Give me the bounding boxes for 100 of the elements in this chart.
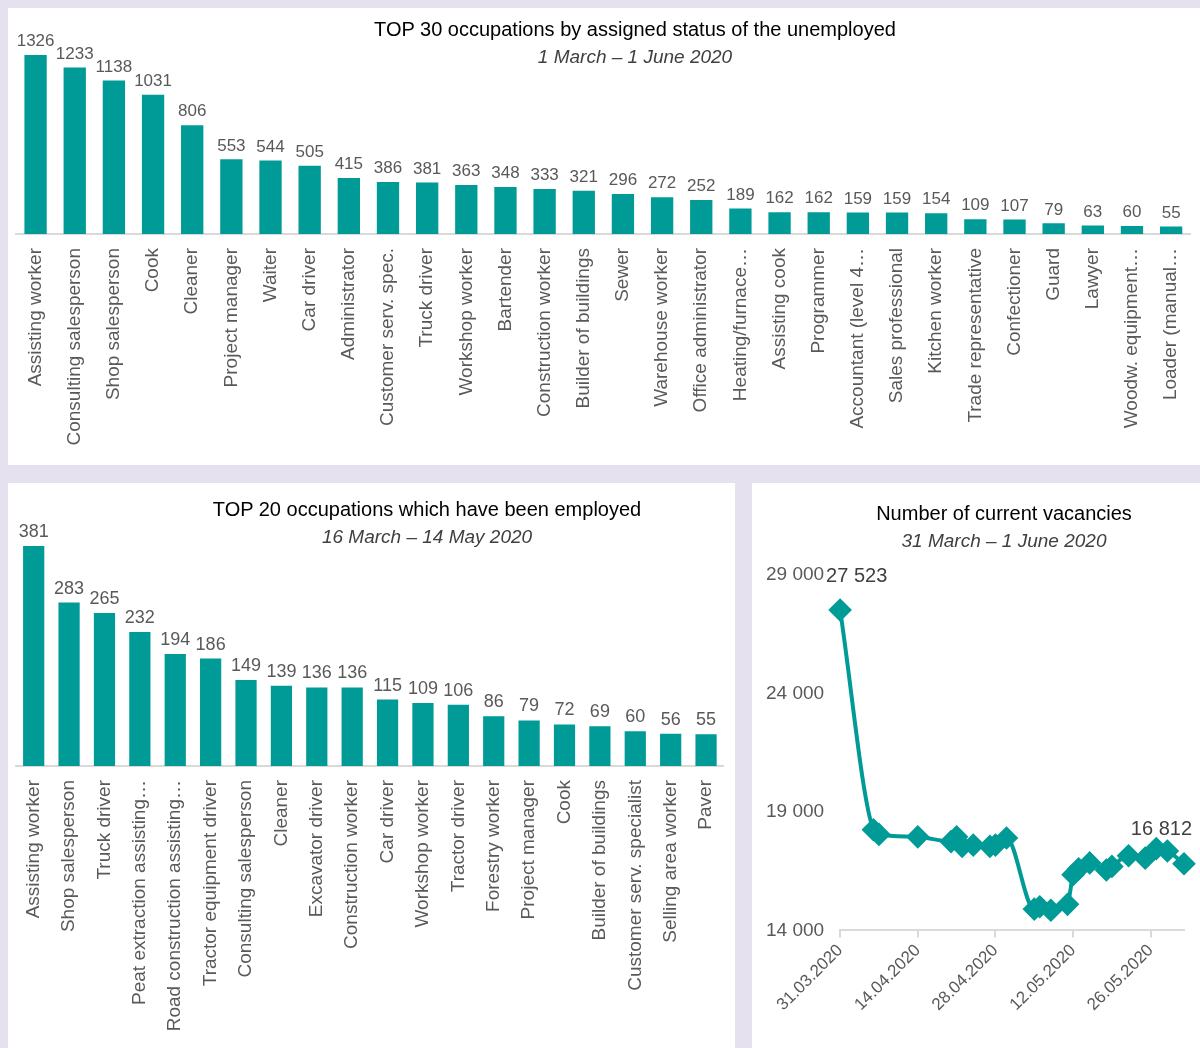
data-label: 544 (256, 136, 285, 156)
data-label: 115 (373, 674, 402, 695)
x-tick-label: Trade representative (963, 248, 985, 423)
x-tick-label: Builder of buildings (572, 248, 594, 409)
data-label: 321 (569, 166, 598, 186)
data-label: 55 (1161, 202, 1181, 222)
data-label: 154 (922, 189, 951, 209)
x-tick-label: Customer serv. spec. (376, 248, 398, 427)
data-label: 415 (334, 154, 364, 174)
y-tick-label: 14 000 (765, 918, 825, 940)
chart-subtitle: 16 March – 14 May 2020 (321, 525, 533, 549)
x-tick-label: Consulting salesperson (62, 248, 84, 446)
x-tick-label: Truck driver (92, 779, 114, 880)
x-tick-label: Construction worker (532, 247, 554, 417)
data-label: 60 (1122, 202, 1142, 222)
data-label: 386 (373, 158, 403, 178)
x-tick-label: Sales professional (885, 248, 907, 404)
data-label: 252 (687, 176, 716, 196)
data-label: 56 (660, 708, 681, 729)
x-tick-label: Bartender (493, 247, 515, 332)
data-label: 296 (608, 170, 638, 190)
x-tick-label: Peat extraction assisting… (128, 780, 150, 1005)
y-tick-label: 29 000 (765, 563, 825, 585)
x-tick-label: Truck driver (415, 247, 437, 348)
data-label: 194 (160, 628, 191, 649)
x-tick-label: Woodw. equipment… (1120, 248, 1142, 429)
data-label: 348 (491, 163, 520, 183)
chart-title: TOP 20 occupations which have been employed (212, 497, 642, 522)
x-tick-label: Waiter (258, 247, 280, 303)
x-tick-label: Cleaner (269, 779, 291, 847)
x-tick-label: Accountant (level 4… (846, 248, 868, 429)
data-label: 136 (337, 662, 368, 683)
x-tick-label: Programmer (806, 247, 828, 354)
x-tick-label: Assisting cook (767, 247, 789, 370)
x-tick-label: Customer serv. specialist (623, 779, 645, 991)
x-tick-label: Sewer (611, 247, 633, 302)
data-label: 272 (647, 173, 677, 193)
data-label: 149 (230, 654, 262, 675)
x-tick-label: Administrator (337, 247, 359, 360)
data-label: 79 (1044, 199, 1064, 219)
data-label: 106 (443, 679, 474, 700)
data-label: 109 (407, 678, 438, 699)
chart-subtitle: 31 March – 1 June 2020 (901, 529, 1107, 553)
x-tick-label: Shop salesperson (102, 248, 124, 401)
x-tick-label: Assisting worker (21, 779, 43, 919)
x-tick-label: Tractor driver (446, 779, 468, 893)
data-label: 162 (765, 188, 794, 208)
x-tick-label: Paver (694, 779, 716, 830)
data-label: 79 (519, 695, 540, 716)
data-label: 159 (843, 188, 873, 208)
data-label: 136 (301, 662, 332, 683)
data-label: 16 812 (1130, 817, 1192, 840)
x-tick-label: Builder of buildings (588, 780, 610, 941)
data-label: 162 (804, 188, 833, 208)
data-label: 381 (412, 158, 442, 178)
data-label: 1326 (16, 31, 55, 51)
data-label: 265 (89, 587, 120, 608)
x-tick-label: Project manager (517, 779, 539, 920)
x-tick-label: Forestry worker (481, 779, 503, 912)
x-tick-label: Office administrator (689, 247, 711, 413)
data-label: 60 (625, 706, 646, 727)
data-label: 63 (1083, 201, 1103, 221)
x-tick-label: Shop salesperson (57, 780, 79, 933)
x-tick-label: Excavator driver (305, 779, 327, 918)
x-tick-label: Lawyer (1081, 247, 1103, 310)
data-label: 72 (554, 699, 575, 720)
x-tick-label: Heating/furnace… (728, 248, 750, 402)
x-tick-label: Construction worker (340, 779, 362, 949)
data-label: 333 (530, 165, 559, 185)
data-label: 283 (54, 577, 85, 598)
x-tick-label: Loader (manual… (1159, 248, 1181, 401)
x-tick-label: Car driver (375, 779, 397, 864)
data-label: 363 (452, 161, 481, 181)
x-tick-label: Selling area worker (658, 779, 680, 943)
chart-subtitle: 1 March – 1 June 2020 (537, 45, 733, 69)
data-label: 86 (483, 691, 504, 712)
data-label: 139 (266, 660, 297, 681)
data-label: 189 (726, 184, 755, 204)
x-tick-label: Workshop worker (454, 247, 476, 396)
data-label: 69 (589, 701, 610, 722)
data-label: 109 (961, 195, 990, 215)
data-label: 1233 (55, 43, 94, 63)
y-tick-label: 24 000 (765, 681, 825, 703)
data-label: 186 (195, 633, 226, 654)
chart-title: TOP 30 occupations by assigned status of the unemployed (374, 17, 896, 42)
x-tick-label: Workshop worker (411, 779, 433, 928)
x-tick-label: Warehouse worker (650, 247, 672, 407)
data-label: 806 (178, 101, 207, 121)
x-tick-label: Confectioner (1002, 247, 1024, 356)
x-tick-label: Consulting salesperson (234, 780, 256, 978)
data-label: 107 (1000, 195, 1029, 215)
x-tick-label: Cook (141, 247, 163, 293)
x-tick-label: Road construction assisting… (163, 780, 185, 1032)
x-tick-label: Project manager (219, 247, 241, 388)
x-tick-label: Guard (1041, 248, 1063, 301)
data-label: 159 (882, 188, 912, 208)
chart-title: Number of current vacancies (876, 501, 1132, 526)
data-label: 505 (295, 142, 324, 162)
data-label: 1031 (134, 71, 172, 91)
y-tick-label: 19 000 (765, 800, 825, 822)
